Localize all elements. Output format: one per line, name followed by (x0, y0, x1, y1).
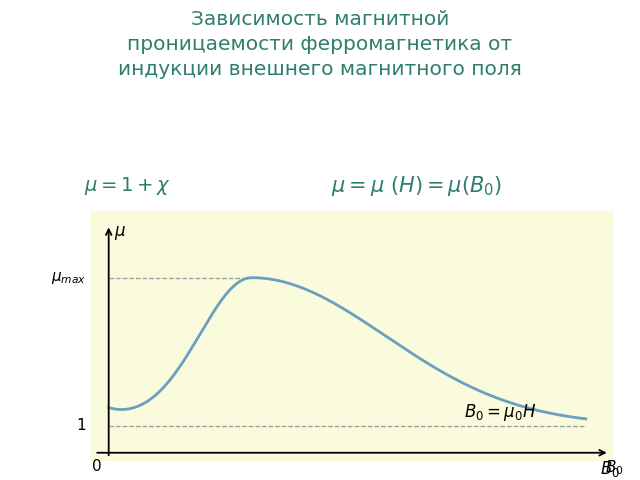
Text: $B_0$: $B_0$ (600, 459, 620, 479)
Text: $\mu_{max}$: $\mu_{max}$ (51, 270, 86, 286)
Text: 0: 0 (92, 459, 102, 474)
Text: $B_0=\mu_0 H$: $B_0=\mu_0 H$ (464, 402, 536, 423)
Text: $\mu = \mu\ (H)=\mu(B_0)$: $\mu = \mu\ (H)=\mu(B_0)$ (331, 174, 501, 198)
Text: $\mu = 1 + \chi$: $\mu = 1 + \chi$ (84, 175, 172, 197)
Text: 1: 1 (76, 419, 86, 433)
Text: Зависимость магнитной
проницаемости ферромагнетика от
индукции внешнего магнитно: Зависимость магнитной проницаемости ферр… (118, 11, 522, 79)
Text: $B_0$: $B_0$ (605, 459, 623, 477)
Text: $\mu$: $\mu$ (115, 224, 127, 241)
